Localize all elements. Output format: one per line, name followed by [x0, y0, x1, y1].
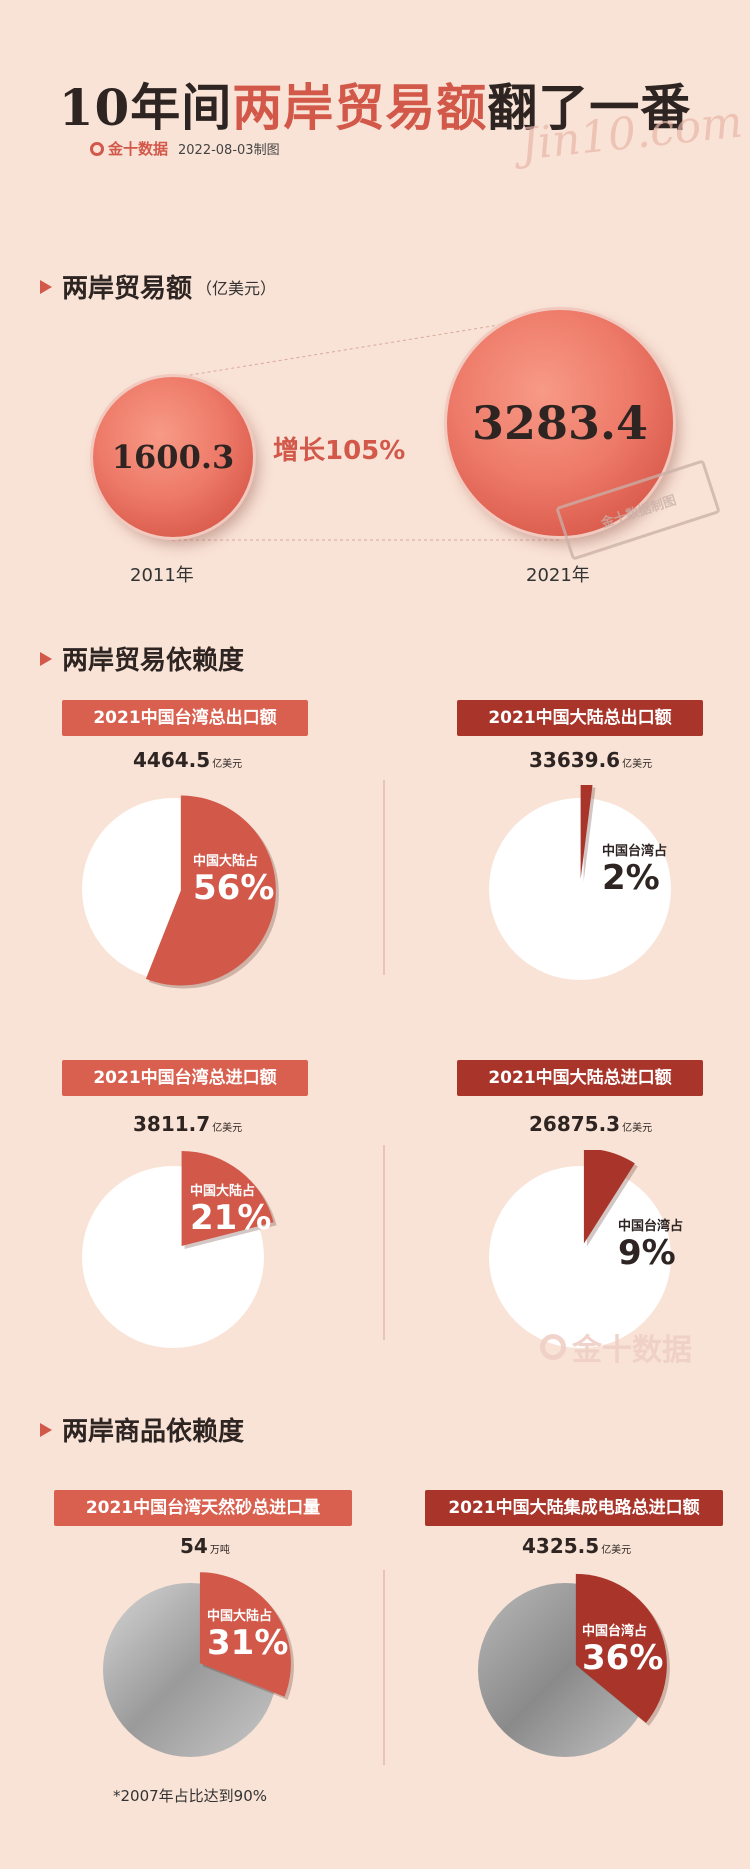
section-trade-unit: （亿美元） [196, 278, 277, 298]
pie2-title: 2021中国大陆总出口额 [457, 700, 703, 736]
pie3-share-slice [181, 1150, 274, 1246]
section-trade-title: 两岸贸易额 [62, 274, 193, 304]
pie5-note: *2007年占比达到90% [113, 1787, 268, 1805]
section-dependence-head: 两岸贸易依赖度 [40, 640, 244, 677]
pie2-share-label: 中国台湾占 [602, 844, 668, 859]
pie2-unit: 亿美元 [622, 759, 653, 770]
pie1-chart [82, 795, 279, 989]
pie1-share-slice [145, 795, 276, 986]
pie4-total: 26875.3 亿美元 [529, 1112, 652, 1136]
section-goods-title: 两岸商品依赖度 [62, 1417, 245, 1447]
brand-logo: 金十数据 [90, 138, 168, 159]
pie6-title: 2021中国大陆集成电路总进口额 [425, 1490, 723, 1526]
title-pre: 10年间 [58, 78, 233, 137]
title-highlight: 两岸贸易额 [232, 78, 488, 137]
brand-ring-icon [90, 141, 104, 156]
page-title: 10年间两岸贸易额翻了一番 [0, 68, 750, 140]
year-2011-label: 2011年 [130, 565, 194, 586]
pie3-share: 21% [190, 1198, 272, 1238]
pie4-remainder [489, 1166, 671, 1348]
pie5-chart [103, 1572, 294, 1757]
section-trade-head: 两岸贸易额 （亿美元） [40, 268, 276, 305]
pie3-unit: 亿美元 [212, 1123, 243, 1134]
divider [383, 1145, 385, 1340]
pie5-total: 54 万吨 [180, 1534, 230, 1558]
pie2-remainder [489, 798, 671, 980]
triangle-bullet-icon [40, 1422, 52, 1437]
bubble-2021: 3283.4 [447, 310, 673, 536]
pie5-title: 2021中国台湾天然砂总进口量 [54, 1490, 352, 1526]
pie1-total: 4464.5 亿美元 [133, 748, 242, 772]
pie6-share: 36% [582, 1638, 664, 1678]
pie2-label: 中国台湾占 2% [602, 840, 667, 897]
pie4-label: 中国台湾占 9% [618, 1215, 683, 1272]
divider [383, 780, 385, 975]
pie2-total: 33639.6 亿美元 [529, 748, 652, 772]
pie5-total-value: 54 [180, 1534, 208, 1558]
pie5-share-slice [199, 1572, 291, 1697]
pie1-title: 2021中国台湾总出口额 [62, 700, 308, 736]
year-2021-label: 2021年 [526, 565, 590, 586]
pie5-unit: 万吨 [209, 1545, 230, 1556]
pie6-unit: 亿美元 [601, 1545, 632, 1556]
pie6-total: 4325.5 亿美元 [522, 1534, 631, 1558]
pie5-share: 31% [207, 1623, 289, 1663]
bubble-2011: 1600.3 [93, 377, 253, 537]
pie5-share-label: 中国大陆占 [207, 1609, 273, 1624]
footer-watermark-text: 金十数据 [572, 1333, 692, 1368]
pie6-chart [478, 1573, 670, 1757]
bubble-connector-lines [171, 314, 561, 541]
pie4-share-slice [583, 1150, 635, 1244]
pie1-label: 中国大陆占 56% [193, 850, 274, 907]
date-label: 2022-08-03制图 [178, 143, 280, 158]
pie4-unit: 亿美元 [622, 1123, 653, 1134]
pie4-share: 9% [618, 1233, 676, 1273]
brand-name: 金十数据 [108, 140, 169, 158]
pie1-share: 56% [193, 868, 275, 908]
pie6-label: 中国台湾占 36% [582, 1620, 663, 1677]
pie3-total-value: 3811.7 [133, 1112, 211, 1136]
triangle-bullet-icon [40, 651, 52, 666]
pie6-share-slice [575, 1573, 667, 1723]
pie3-share-label: 中国大陆占 [190, 1184, 256, 1199]
section-goods-head: 两岸商品依赖度 [40, 1411, 244, 1448]
pie4-chart [489, 1150, 671, 1348]
divider [383, 1570, 385, 1765]
brand-row: 金十数据 2022-08-03制图 [90, 138, 280, 159]
pie4-title: 2021中国大陆总进口额 [457, 1060, 703, 1096]
triangle-bullet-icon [40, 279, 52, 294]
pie1-unit: 亿美元 [212, 759, 243, 770]
footer-watermark: 金十数据 [540, 1325, 692, 1369]
pie2-share: 2% [602, 858, 660, 898]
pie1-share-label: 中国大陆占 [193, 854, 259, 869]
pie3-title: 2021中国台湾总进口额 [62, 1060, 308, 1096]
pie2-chart [489, 785, 671, 980]
bubble-2011-value: 1600.3 [111, 438, 235, 476]
title-post: 翻了一番 [487, 78, 692, 137]
section-dependence-title: 两岸贸易依赖度 [62, 646, 245, 676]
pie3-label: 中国大陆占 21% [190, 1180, 271, 1237]
pie4-total-value: 26875.3 [529, 1112, 621, 1136]
pie6-share-label: 中国台湾占 [582, 1624, 648, 1639]
pie3-total: 3811.7 亿美元 [133, 1112, 242, 1136]
bubble-2021-value: 3283.4 [471, 396, 649, 450]
pie2-total-value: 33639.6 [529, 748, 621, 772]
pie5-label: 中国大陆占 31% [207, 1605, 288, 1662]
pie3-chart [82, 1150, 277, 1348]
pie6-total-value: 4325.5 [522, 1534, 600, 1558]
pie2-share-slice [580, 785, 593, 880]
pie4-share-label: 中国台湾占 [618, 1219, 684, 1234]
growth-annotation: 增长105% [273, 436, 406, 466]
pie1-total-value: 4464.5 [133, 748, 211, 772]
watermark-ring-icon [540, 1334, 566, 1360]
